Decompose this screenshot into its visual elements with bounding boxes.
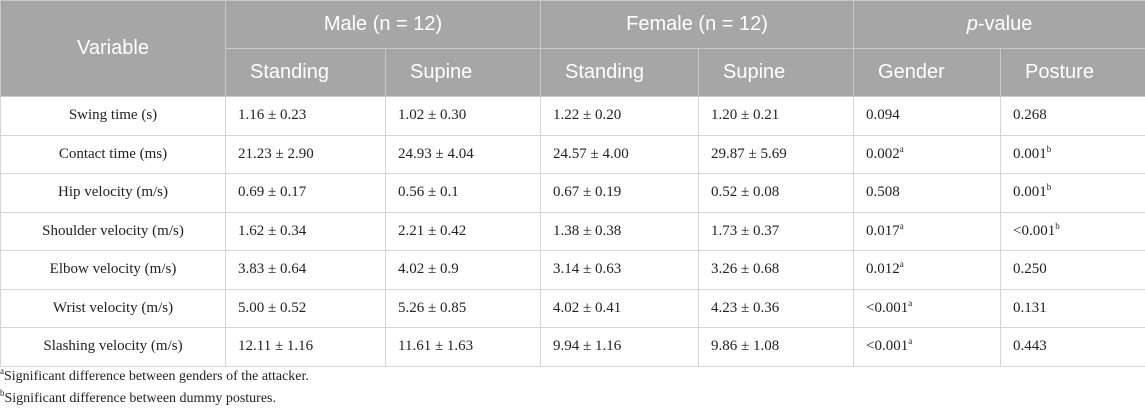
data-cell: 1.20 ± 0.21	[698, 96, 855, 136]
data-row: Contact time (ms) 21.23 ± 2.90 24.93 ± 4.0…	[0, 134, 1145, 174]
cell-text: -value	[977, 13, 1033, 35]
data-cell: 5.00 ± 0.52	[225, 288, 386, 328]
data-cell: 0.443	[1000, 327, 1145, 367]
data-cell: 1.73 ± 0.37	[698, 211, 855, 251]
data-cell: 4.02 ± 0.9	[384, 250, 542, 290]
subheader-cell: Posture	[1000, 48, 1145, 97]
data-row: Shoulder velocity (m/s) 1.62 ± 0.34 2.21 ±…	[0, 211, 1145, 251]
cell-text: 0.017	[866, 222, 900, 239]
data-cell: 3.14 ± 0.63	[540, 250, 700, 290]
superscript: a	[0, 366, 4, 376]
data-cell: 1.62 ± 0.34	[225, 211, 386, 251]
superscript: a	[899, 143, 904, 154]
data-cell: <0.001a	[853, 327, 1002, 367]
subheader-cell: Supine	[384, 48, 542, 97]
data-cell: 0.67 ± 0.19	[540, 173, 700, 213]
data-cell: 4.23 ± 0.36	[698, 288, 855, 328]
row-label: Contact time (ms)	[0, 134, 226, 174]
subheader-cell: Standing	[225, 48, 386, 97]
header-cell: Male (n = 12)	[224, 0, 542, 49]
superscript: a	[908, 297, 913, 308]
subheader-cell: Gender	[853, 48, 1002, 97]
cell-text: <0.001	[1013, 222, 1056, 239]
data-cell: 0.69 ± 0.17	[225, 173, 386, 213]
data-cell: 29.87 ± 5.69	[698, 134, 855, 174]
superscript: b	[1046, 143, 1052, 154]
data-cell: 0.017a	[853, 211, 1002, 251]
data-cell: 24.57 ± 4.00	[540, 134, 700, 174]
data-cell: 0.268	[1000, 96, 1145, 136]
data-cell: 0.131	[1000, 288, 1145, 328]
header-cell: Female (n = 12)	[540, 0, 855, 49]
superscript: b	[0, 388, 5, 398]
footnote-text: Significant difference between dummy pos…	[4, 391, 277, 406]
data-cell: 9.94 ± 1.16	[540, 327, 700, 367]
row-label: Swing time (s)	[0, 96, 226, 136]
data-cell: 2.21 ± 0.42	[384, 211, 542, 251]
results-table: Variable Male (n = 12) Female (n = 12) p-va…	[0, 0, 1145, 367]
row-label: Wrist velocity (m/s)	[0, 288, 226, 328]
data-cell: 0.002a	[853, 134, 1002, 174]
cell-text: 0.001	[1013, 184, 1047, 201]
superscript: a	[899, 259, 904, 270]
footnote: aSignificant difference between genders …	[0, 366, 309, 385]
row-label: Shoulder velocity (m/s)	[0, 211, 226, 251]
cell-text: 0.002	[866, 145, 900, 162]
header-cell: p-value	[853, 0, 1145, 49]
data-row: Wrist velocity (m/s) 5.00 ± 0.52 5.26 ± 0.…	[0, 288, 1145, 328]
data-cell: 0.250	[1000, 250, 1145, 290]
data-cell: 11.61 ± 1.63	[384, 327, 542, 367]
cell-text: 0.001	[1013, 145, 1047, 162]
row-label: Slashing velocity (m/s)	[0, 327, 226, 367]
subheader-row: Standing Supine Standing Supine Gender Postur…	[1, 48, 1145, 97]
row-label: Elbow velocity (m/s)	[0, 250, 226, 290]
data-cell: 0.001b	[1000, 134, 1145, 174]
superscript: b	[1055, 220, 1060, 231]
data-cell: 21.23 ± 2.90	[225, 134, 386, 174]
header-cell: Variable	[0, 0, 226, 97]
data-cell: 0.508	[853, 173, 1002, 213]
superscript: a	[899, 220, 904, 231]
cell-text: 0.012	[866, 261, 900, 278]
superscript: b	[1046, 182, 1052, 193]
data-cell: 5.26 ± 0.85	[384, 288, 542, 328]
data-cell: <0.001a	[853, 288, 1002, 328]
data-cell: 1.38 ± 0.38	[540, 211, 700, 251]
data-row: Swing time (s) 1.16 ± 0.23 1.02 ± 0.30 1.22…	[0, 96, 1145, 136]
subheader-cell: Standing	[540, 48, 700, 97]
data-cell: 3.26 ± 0.68	[698, 250, 855, 290]
data-row: Elbow velocity (m/s) 3.83 ± 0.64 4.02 ± 0.…	[0, 250, 1145, 290]
italic-text: p	[966, 13, 978, 35]
data-row: Slashing velocity (m/s) 12.11 ± 1.16 11.61…	[0, 327, 1145, 367]
data-cell: 9.86 ± 1.08	[698, 327, 855, 367]
data-row: Hip velocity (m/s) 0.69 ± 0.17 0.56 ± 0.1 0…	[0, 173, 1145, 213]
footnote: bSignificant difference between dummy po…	[0, 388, 277, 407]
data-cell: 12.11 ± 1.16	[225, 327, 386, 367]
superscript: a	[908, 336, 913, 347]
data-cell: 3.83 ± 0.64	[225, 250, 386, 290]
data-cell: <0.001b	[1000, 211, 1145, 251]
data-cell: 0.56 ± 0.1	[384, 173, 542, 213]
cell-text: <0.001	[866, 338, 909, 355]
data-cell: 0.012a	[853, 250, 1002, 290]
data-cell: 1.22 ± 0.20	[540, 96, 700, 136]
footnote-text: Significant difference between genders o…	[4, 369, 309, 384]
data-cell: 24.93 ± 4.04	[384, 134, 542, 174]
subheader-cell: Supine	[698, 48, 855, 97]
row-label: Hip velocity (m/s)	[0, 173, 226, 213]
data-cell: 1.02 ± 0.30	[384, 96, 542, 136]
data-cell: 0.094	[853, 96, 1002, 136]
cell-text: <0.001	[866, 299, 909, 316]
data-cell: 4.02 ± 0.41	[540, 288, 700, 328]
header-row: Variable Male (n = 12) Female (n = 12) p-va…	[0, 0, 1145, 97]
data-cell: 0.52 ± 0.08	[698, 173, 855, 213]
data-cell: 0.001b	[1000, 173, 1145, 213]
data-cell: 1.16 ± 0.23	[225, 96, 386, 136]
